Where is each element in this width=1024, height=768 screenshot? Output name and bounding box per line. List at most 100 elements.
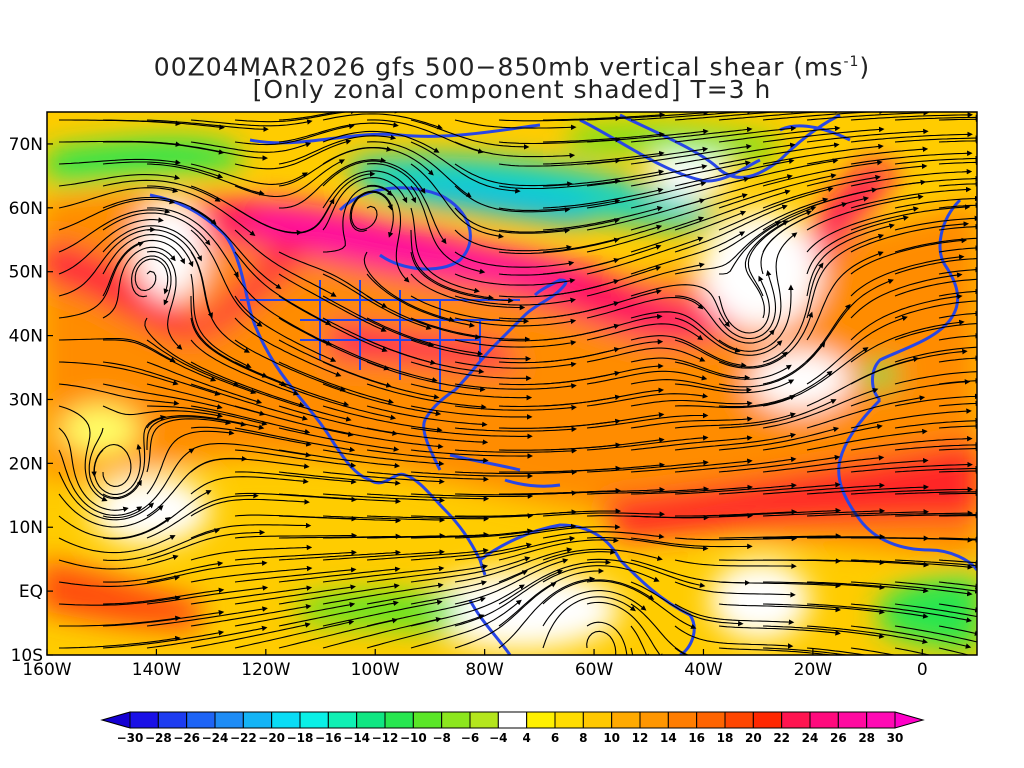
streamline [102, 339, 217, 382]
streamline [542, 363, 664, 385]
streamline [59, 635, 181, 649]
streamline [674, 412, 796, 429]
streamline [410, 599, 522, 649]
streamline [894, 442, 977, 451]
streamline [454, 558, 569, 605]
streamline [674, 361, 792, 380]
streamline [278, 617, 398, 649]
streamline [630, 416, 753, 429]
streamline [630, 537, 753, 550]
streamline [586, 347, 706, 363]
colorbar-swatch [327, 711, 358, 729]
streamline [59, 615, 181, 627]
streamline [806, 428, 928, 451]
europe-coast [871, 198, 962, 402]
streamline [894, 465, 977, 473]
streamline [806, 163, 928, 187]
streamline [102, 609, 225, 627]
streamline [102, 119, 225, 130]
streamline [190, 383, 308, 421]
streamline [410, 339, 532, 362]
streamline [410, 471, 534, 479]
streamline [190, 498, 310, 517]
streamline [850, 408, 972, 429]
streamline [146, 430, 235, 495]
map-title-line-1: 00Z04MAR2026 gfs 500−850mb vertical shea… [153, 52, 871, 82]
streamline [674, 603, 795, 625]
streamline [586, 128, 709, 143]
colorbar-arrow-high [894, 711, 925, 729]
streamline [630, 647, 634, 655]
streamline [938, 490, 977, 497]
streamline [278, 122, 399, 143]
colorbar-swatch [412, 711, 443, 729]
streamline [454, 361, 577, 369]
streamline [806, 559, 930, 568]
lon-tick-label: 40W [684, 660, 723, 680]
streamline [498, 549, 616, 583]
streamline [762, 143, 884, 165]
streamline [366, 184, 410, 283]
streamline [234, 159, 345, 198]
streamline [718, 112, 841, 121]
streamline [806, 509, 930, 517]
streamline [234, 619, 355, 649]
streamline [190, 476, 309, 495]
streamline [850, 647, 897, 655]
streamline [146, 585, 269, 605]
streamline [144, 317, 240, 387]
streamline [762, 625, 885, 639]
streamline [586, 459, 709, 473]
streamline [410, 361, 532, 382]
streamline [102, 179, 221, 202]
streamline [322, 582, 444, 605]
streamline [586, 370, 708, 385]
streamline [542, 596, 636, 649]
streamline [322, 170, 417, 209]
colorbar-label: −12 [372, 731, 399, 745]
colorbar-swatch [866, 711, 896, 729]
streamline [234, 273, 332, 346]
streamline [630, 625, 649, 655]
lat-tick-label: 60N [9, 199, 43, 219]
streamline [322, 549, 445, 561]
streamline [762, 126, 885, 143]
streamline [322, 383, 442, 417]
streamline [630, 176, 750, 209]
streamline [146, 416, 247, 450]
streamline [146, 529, 266, 561]
streamline [454, 582, 557, 649]
streamline [102, 239, 185, 297]
streamline [894, 278, 977, 297]
streamline [762, 581, 885, 590]
streamline [630, 335, 747, 368]
streamline [366, 449, 489, 464]
streamline [454, 317, 577, 327]
streamline [58, 361, 179, 386]
streamline [366, 515, 490, 522]
streamline [542, 387, 664, 407]
streamline [806, 146, 929, 165]
streamline [322, 177, 408, 231]
streamline [278, 515, 402, 524]
streamline [190, 603, 312, 627]
streamline [718, 647, 841, 655]
streamline [146, 141, 268, 161]
streamline [498, 237, 620, 255]
streamline [718, 581, 842, 589]
streamline [674, 158, 795, 187]
colorbar-label: 12 [632, 731, 649, 745]
streamline [498, 524, 621, 539]
colorbar-label: −18 [287, 731, 314, 745]
streamline [938, 181, 977, 187]
streamline [718, 311, 814, 369]
streamline [190, 229, 263, 327]
streamline [938, 559, 977, 566]
streamline [234, 361, 350, 407]
lat-tick-label: 70N [9, 135, 43, 155]
streamline [747, 210, 813, 297]
streamline [586, 216, 705, 253]
streamline [894, 323, 977, 341]
streamline [762, 455, 885, 473]
streamline [88, 427, 142, 500]
